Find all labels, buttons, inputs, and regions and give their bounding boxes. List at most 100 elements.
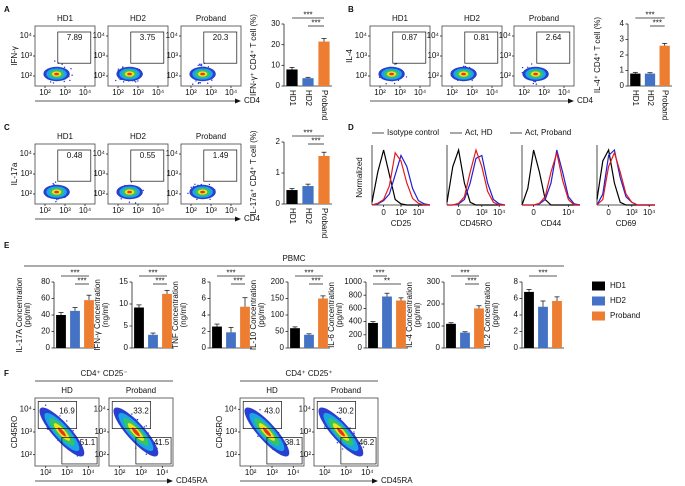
y-tick-label: 15 (119, 277, 128, 286)
bar (538, 306, 548, 348)
panel-letter: B (348, 5, 354, 14)
legend-label: HD1 (610, 281, 627, 290)
event-dot (44, 404, 47, 406)
y-axis-label: (pg/ml) (257, 302, 266, 327)
x-tick-label: 10³ (466, 88, 478, 97)
event-dot (209, 198, 211, 201)
histogram-curve (447, 154, 506, 206)
bar (630, 73, 641, 86)
gate-percent: 20.3 (213, 33, 229, 42)
event-dot (533, 80, 535, 83)
bar (304, 334, 314, 348)
x-tick-label: 0 (456, 208, 461, 217)
x-tick-label: HD2 (304, 90, 313, 107)
x-tick-label: 10² (112, 206, 124, 215)
event-dot (198, 81, 200, 84)
density-level (131, 427, 140, 437)
x-tick-label: Proband (661, 90, 670, 120)
event-dot (192, 83, 194, 85)
x-tick-label: 10⁴ (79, 88, 92, 97)
gate-percent: 51.1 (80, 438, 96, 447)
y-tick-label: 10² (166, 71, 178, 80)
event-dot (128, 201, 131, 203)
x-tick-label: 10³ (538, 88, 550, 97)
bar (240, 306, 250, 348)
bar (644, 73, 656, 86)
y-axis-label: IL-17a⁺ CD4⁺ T cell (%) (249, 130, 258, 215)
event-dot (353, 431, 355, 433)
event-dot (145, 453, 148, 455)
y-tick-label: 4 (514, 310, 519, 319)
y-tick-label: 30 (271, 19, 280, 28)
event-dot (534, 80, 537, 83)
event-dot (120, 198, 122, 200)
y-tick-label: 10² (93, 71, 105, 80)
plot-title: HD1 (57, 14, 74, 23)
x-tick-label: 10⁴ (225, 88, 238, 97)
bar (460, 332, 470, 348)
density-level (54, 72, 59, 76)
x-tick-label: 10⁴ (562, 208, 575, 217)
y-tick-label: 10³ (299, 427, 311, 436)
bar (302, 78, 314, 86)
gate (464, 31, 499, 64)
gate (61, 437, 98, 465)
significance-label: *** (311, 277, 320, 286)
y-tick-label: 300 (427, 277, 441, 286)
gate (135, 437, 172, 465)
x-tick-label: 10² (395, 208, 407, 217)
y-tick-label: 1000 (344, 277, 362, 286)
significance-label: *** (155, 277, 164, 286)
panel-letter: F (4, 369, 9, 378)
event-dot (194, 183, 196, 186)
bar (70, 310, 80, 348)
panel-letter: E (4, 241, 10, 250)
x-tick-label: 10⁴ (79, 206, 92, 215)
y-tick-label: 2 (620, 50, 625, 59)
y-tick-label: 10² (355, 71, 367, 80)
significance-label: *** (303, 11, 312, 20)
y-tick-label: 10² (20, 71, 32, 80)
legend-swatch (592, 281, 605, 291)
x-tick-label: 10³ (59, 88, 71, 97)
bar (368, 322, 378, 348)
x-tick-label: 10² (446, 88, 458, 97)
event-dot (208, 183, 211, 186)
x-tick-label: 10⁴ (414, 88, 427, 97)
event-dot (54, 181, 57, 183)
gate (57, 149, 92, 182)
significance-label: *** (304, 269, 313, 278)
y-tick-label: 4 (202, 310, 207, 319)
y-axis-label: IL-4⁺ CD4⁺ T cell (%) (593, 17, 602, 94)
event-dot (336, 442, 339, 444)
gate (203, 149, 238, 182)
density-level (262, 427, 271, 437)
gate (266, 437, 303, 465)
event-dot (71, 74, 73, 76)
event-dot (134, 202, 137, 204)
y-tick-label: 200 (427, 299, 441, 308)
plot-title: HD (266, 386, 278, 395)
gate (130, 31, 165, 64)
event-dot (211, 79, 213, 81)
y-axis-label: IL-10 Concentration (249, 280, 258, 350)
x-tick-label: 10² (114, 468, 126, 477)
gate-percent: 16.9 (59, 407, 75, 416)
gate (316, 401, 356, 429)
event-dot (55, 201, 57, 203)
density-level (336, 427, 345, 437)
histogram-curve (596, 151, 655, 206)
x-tick-label: HD2 (304, 208, 313, 225)
y-tick-label: 20 (41, 327, 50, 336)
y-tick-label: 10⁴ (20, 404, 33, 413)
y-tick-label: 1 (620, 66, 625, 75)
y-tick-label: 10⁴ (299, 404, 312, 413)
y-tick-label: 10⁴ (427, 31, 440, 40)
y-tick-label: 10⁴ (225, 404, 238, 413)
x-tick-label: 10⁴ (156, 468, 169, 477)
event-dot (341, 448, 344, 450)
y-tick-label: 10³ (355, 51, 367, 60)
gate (37, 401, 77, 429)
x-tick-label: 10⁴ (287, 468, 300, 477)
